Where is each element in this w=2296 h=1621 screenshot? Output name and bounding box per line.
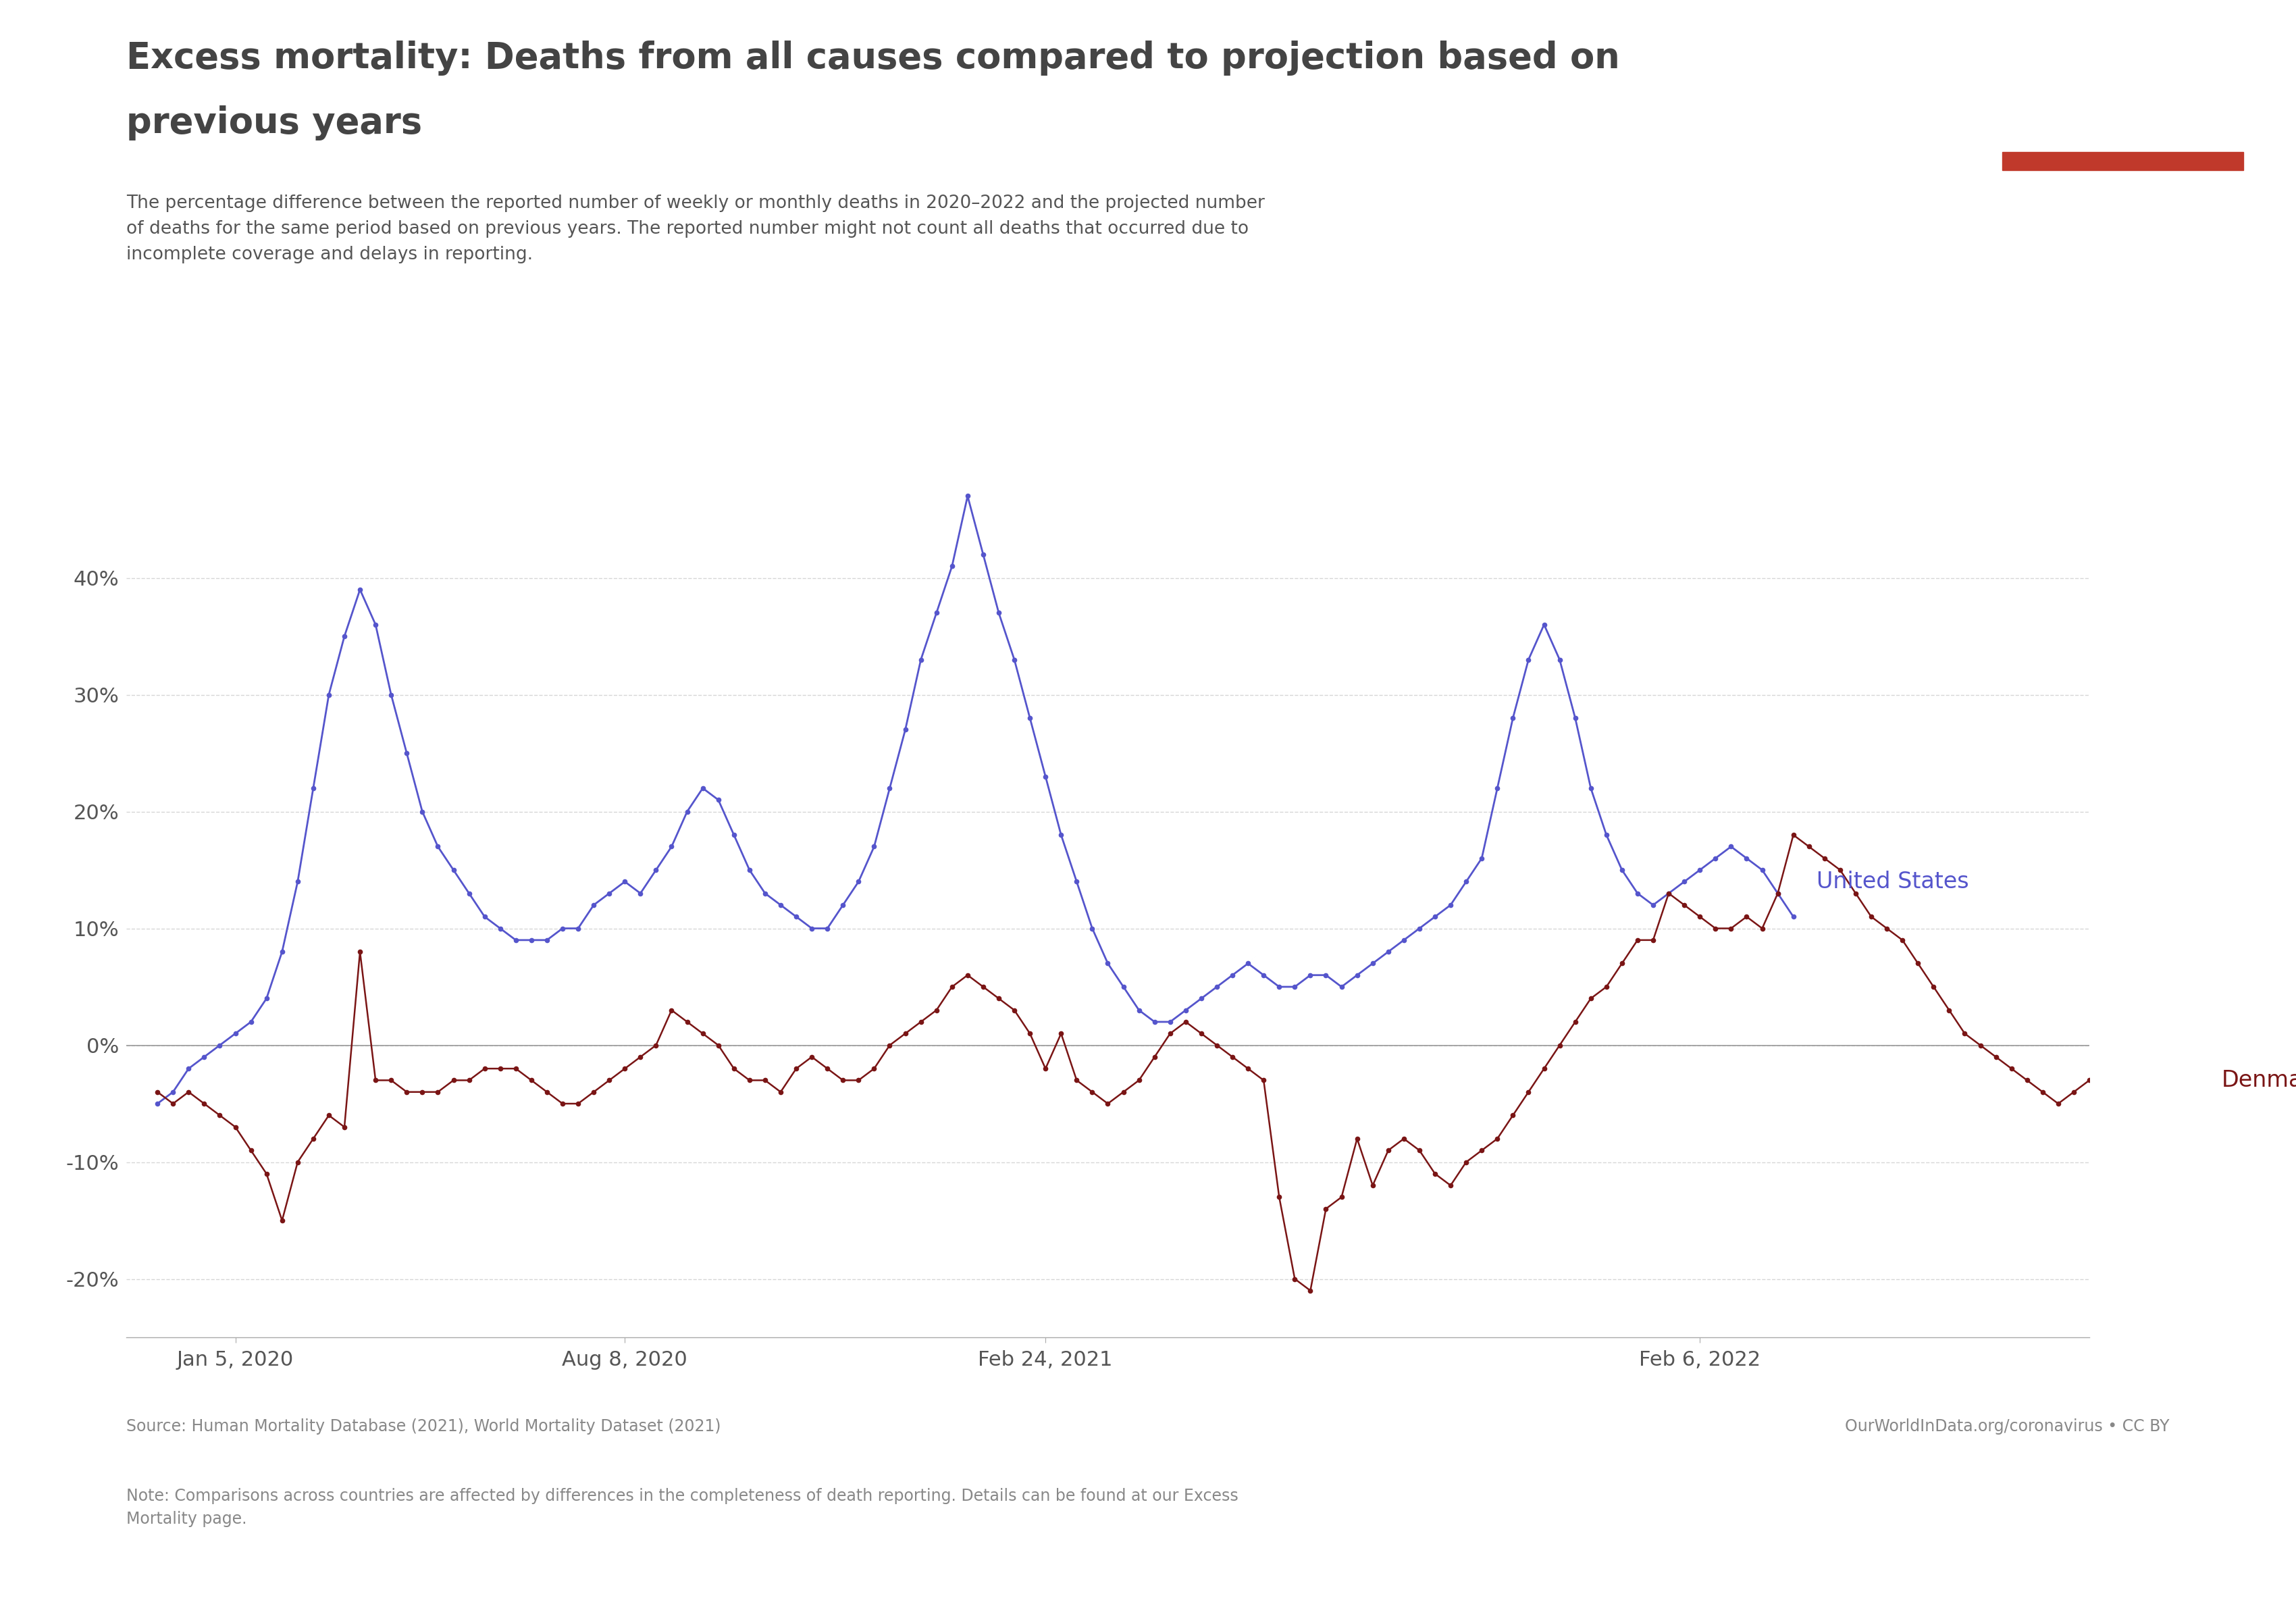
Text: Our World: Our World: [2071, 62, 2174, 79]
Bar: [2002, 152, 2243, 170]
Text: Denmark: Denmark: [2223, 1070, 2296, 1091]
Text: previous years: previous years: [126, 105, 422, 141]
Text: Excess mortality: Deaths from all causes compared to projection based on: Excess mortality: Deaths from all causes…: [126, 41, 1621, 76]
Text: Source: Human Mortality Database (2021), World Mortality Dataset (2021): Source: Human Mortality Database (2021),…: [126, 1418, 721, 1435]
Text: Note: Comparisons across countries are affected by differences in the completene: Note: Comparisons across countries are a…: [126, 1488, 1238, 1527]
Text: The percentage difference between the reported number of weekly or monthly death: The percentage difference between the re…: [126, 195, 1265, 263]
Text: OurWorldInData.org/coronavirus • CC BY: OurWorldInData.org/coronavirus • CC BY: [1846, 1418, 2170, 1435]
Text: United States: United States: [1816, 870, 1970, 893]
Text: in Data: in Data: [2087, 109, 2158, 126]
